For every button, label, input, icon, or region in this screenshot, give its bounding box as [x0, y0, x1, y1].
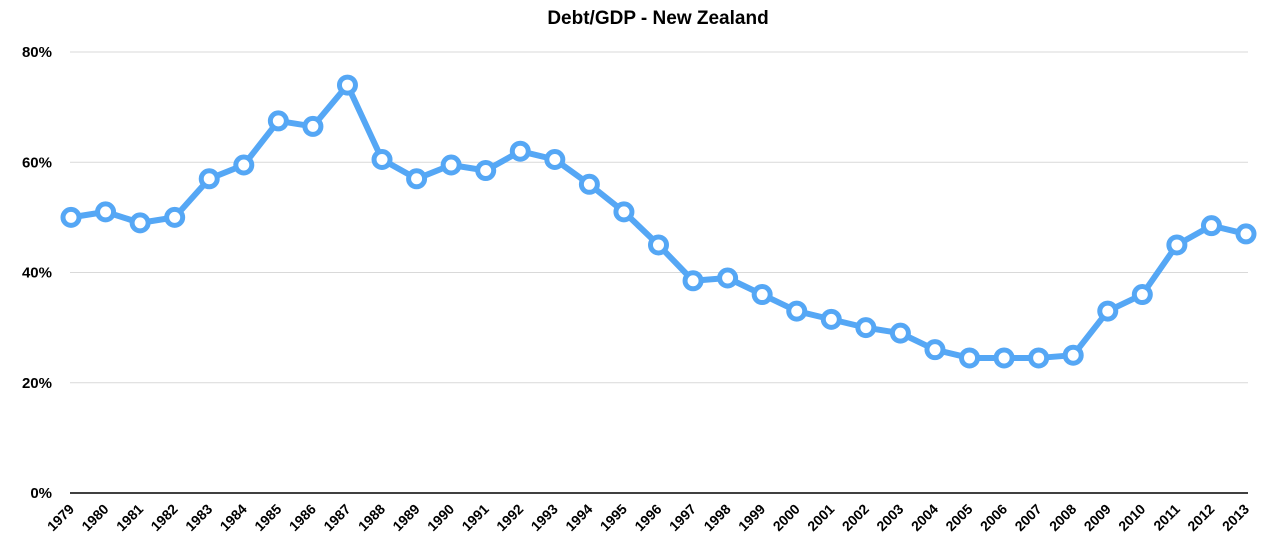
data-point	[1062, 344, 1084, 366]
x-tick-label: 2004	[908, 501, 941, 534]
x-tick-label: 1988	[355, 501, 388, 534]
data-point	[440, 154, 462, 176]
data-point	[786, 300, 808, 322]
x-tick-label: 1997	[666, 501, 699, 534]
data-point	[60, 206, 82, 228]
data-point	[336, 74, 358, 96]
x-tick-label: 2012	[1184, 501, 1217, 534]
x-tick-label: 1999	[735, 501, 768, 534]
data-point	[302, 115, 324, 137]
data-point	[509, 140, 531, 162]
data-point	[164, 206, 186, 228]
y-tick-label: 20%	[22, 375, 52, 392]
x-tick-label: 2013	[1219, 501, 1252, 534]
data-point	[1028, 347, 1050, 369]
data-point	[855, 317, 877, 339]
y-tick-label: 60%	[22, 154, 52, 171]
y-tick-label: 40%	[22, 265, 52, 282]
data-point	[578, 173, 600, 195]
data-point	[820, 308, 842, 330]
series-line	[68, 82, 1249, 361]
x-tick-label: 2001	[804, 501, 837, 534]
data-point	[1131, 284, 1153, 306]
x-tick-label: 1979	[44, 501, 77, 534]
x-tick-label: 1992	[493, 501, 526, 534]
data-point	[717, 267, 739, 289]
x-tick-label: 2005	[942, 501, 975, 534]
x-tick-label: 1986	[286, 501, 319, 534]
x-tick-label: 2006	[977, 501, 1010, 534]
data-point	[233, 154, 255, 176]
x-tick-label: 2002	[839, 501, 872, 534]
data-point	[924, 339, 946, 361]
data-point	[1235, 223, 1257, 245]
x-tick-label: 1993	[528, 501, 561, 534]
x-tick-label: 1989	[389, 501, 422, 534]
data-point	[129, 212, 151, 234]
x-tick-label: 2007	[1011, 501, 1044, 534]
x-tick-label: 1996	[631, 501, 664, 534]
gridlines	[70, 51, 1248, 384]
y-tick-label: 80%	[22, 44, 52, 61]
x-tick-label: 1985	[251, 501, 284, 534]
x-tick-label: 1980	[78, 501, 111, 534]
series	[68, 82, 1249, 361]
data-point	[889, 322, 911, 344]
data-point	[1097, 300, 1119, 322]
chart-title: Debt/GDP - New Zealand	[547, 8, 768, 29]
x-tick-label: 1987	[320, 501, 353, 534]
x-tick-label: 1991	[458, 501, 491, 534]
x-axis-ticks: 1979 1980 1981 1982 1983 1984 1985 1986 1987 1988…	[44, 501, 1252, 534]
x-tick-label: 2008	[1046, 501, 1079, 534]
x-tick-label: 1995	[597, 501, 630, 534]
y-axis-ticks: 0% 20% 40% 60% 80%	[22, 44, 52, 502]
data-point	[751, 284, 773, 306]
x-tick-label: 1983	[182, 501, 215, 534]
x-tick-label: 2009	[1081, 501, 1114, 534]
x-tick-label: 1984	[217, 501, 250, 534]
data-point	[648, 234, 669, 256]
x-tick-label: 1994	[562, 501, 595, 534]
data-point	[613, 201, 635, 223]
data-point	[1166, 234, 1188, 256]
x-tick-label: 2000	[770, 501, 803, 534]
x-tick-label: 1990	[424, 501, 457, 534]
data-point	[406, 168, 428, 190]
data-point	[682, 270, 704, 292]
x-tick-label: 1981	[113, 501, 146, 534]
x-tick-label: 1982	[147, 501, 180, 534]
data-point	[198, 168, 220, 190]
data-point	[1200, 215, 1222, 237]
data-point	[475, 160, 497, 182]
data-point	[959, 347, 981, 369]
data-point	[95, 201, 117, 223]
x-tick-label: 2010	[1115, 501, 1148, 534]
data-point	[993, 347, 1015, 369]
data-point	[267, 110, 289, 132]
x-tick-label: 1998	[700, 501, 733, 534]
data-points	[60, 74, 1257, 369]
data-point	[371, 148, 393, 170]
y-tick-label: 0%	[30, 485, 52, 502]
x-tick-label: 2003	[873, 501, 906, 534]
data-point	[544, 148, 566, 170]
x-tick-label: 2011	[1150, 501, 1183, 534]
